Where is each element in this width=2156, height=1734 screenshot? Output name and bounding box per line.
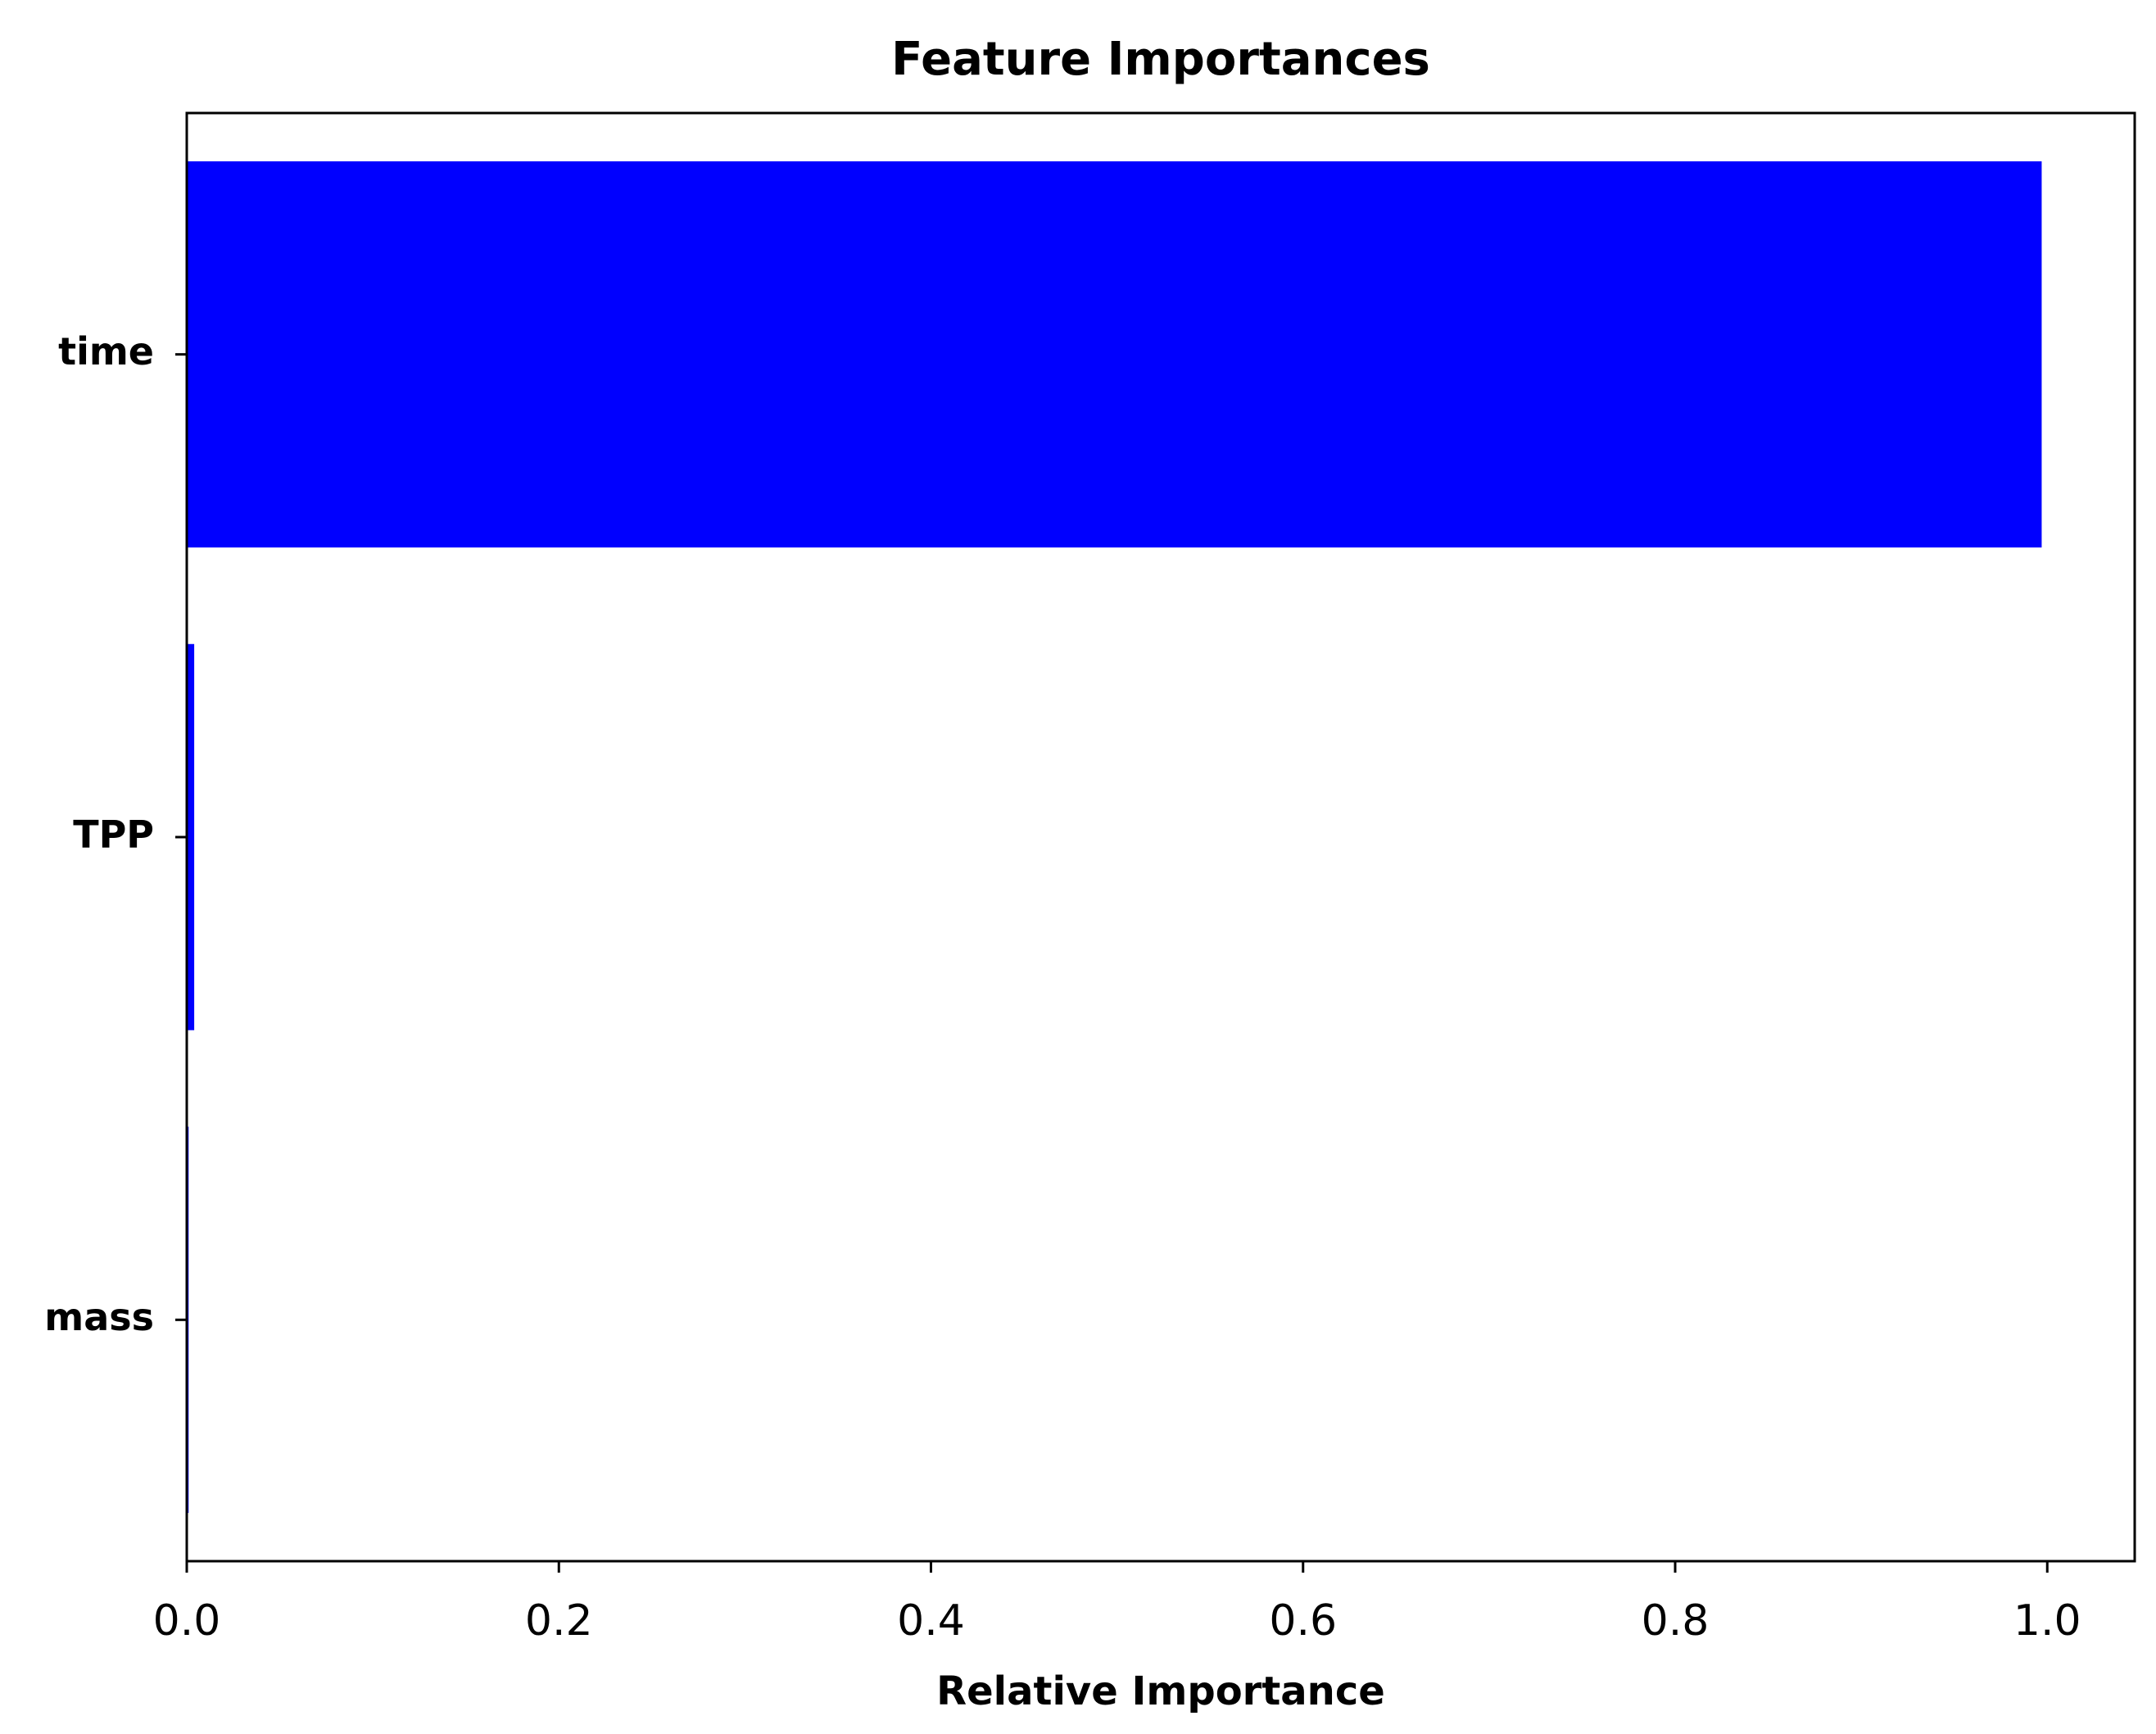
chart-title: Feature Importances [891,33,1430,86]
x-tick-label: 0.0 [153,1596,221,1646]
y-tick-label: TPP [73,813,154,857]
plot-frame [185,111,2136,1563]
bar [187,161,2042,548]
x-tick-label: 0.2 [525,1596,593,1646]
x-tick-label: 0.6 [1269,1596,1337,1646]
y-tick-label: time [58,329,154,374]
x-tick-label: 1.0 [2013,1596,2081,1646]
bar [187,644,195,1030]
y-tick-label: mass [44,1295,154,1339]
x-axis-label: Relative Importance [936,1668,1385,1714]
x-tick-label: 0.4 [897,1596,965,1646]
x-tick-label: 0.8 [1642,1596,1710,1646]
